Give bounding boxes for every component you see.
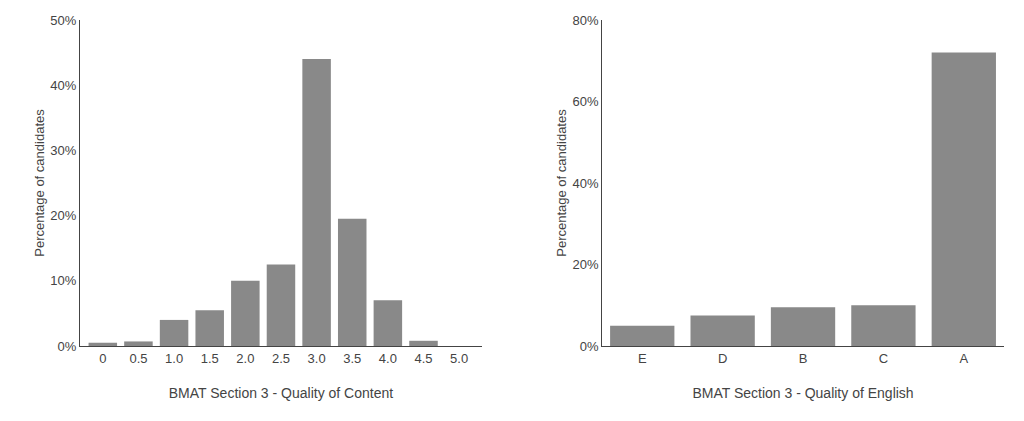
svg-text:E: E bbox=[638, 351, 647, 366]
svg-text:0: 0 bbox=[99, 351, 106, 366]
svg-text:20%: 20% bbox=[572, 257, 598, 272]
svg-text:2.0: 2.0 bbox=[236, 351, 254, 366]
svg-text:2.5: 2.5 bbox=[272, 351, 290, 366]
svg-text:10%: 10% bbox=[50, 273, 76, 288]
svg-text:40%: 40% bbox=[50, 78, 76, 93]
svg-text:0%: 0% bbox=[580, 339, 599, 354]
svg-text:4.0: 4.0 bbox=[379, 351, 397, 366]
svg-text:A: A bbox=[959, 351, 968, 366]
svg-text:3.0: 3.0 bbox=[308, 351, 326, 366]
svg-text:80%: 80% bbox=[572, 13, 598, 28]
svg-text:4.5: 4.5 bbox=[414, 351, 432, 366]
svg-text:0%: 0% bbox=[58, 339, 77, 354]
svg-text:5.0: 5.0 bbox=[450, 351, 468, 366]
svg-text:D: D bbox=[718, 351, 727, 366]
svg-text:0.5: 0.5 bbox=[129, 351, 147, 366]
svg-text:60%: 60% bbox=[572, 94, 598, 109]
svg-text:BMAT Section 3 - Quality of En: BMAT Section 3 - Quality of English bbox=[692, 385, 913, 401]
svg-text:BMAT Section 3 - Quality of Co: BMAT Section 3 - Quality of Content bbox=[169, 385, 393, 401]
svg-text:20%: 20% bbox=[50, 208, 76, 223]
svg-text:3.5: 3.5 bbox=[343, 351, 361, 366]
svg-text:50%: 50% bbox=[50, 13, 76, 28]
svg-text:30%: 30% bbox=[50, 143, 76, 158]
svg-text:Percentage of candidates: Percentage of candidates bbox=[32, 109, 47, 257]
svg-text:1.5: 1.5 bbox=[201, 351, 219, 366]
svg-text:C: C bbox=[879, 351, 888, 366]
svg-text:Percentage of candidates: Percentage of candidates bbox=[554, 109, 569, 257]
svg-text:1.0: 1.0 bbox=[165, 351, 183, 366]
svg-text:B: B bbox=[799, 351, 808, 366]
svg-text:40%: 40% bbox=[572, 176, 598, 191]
